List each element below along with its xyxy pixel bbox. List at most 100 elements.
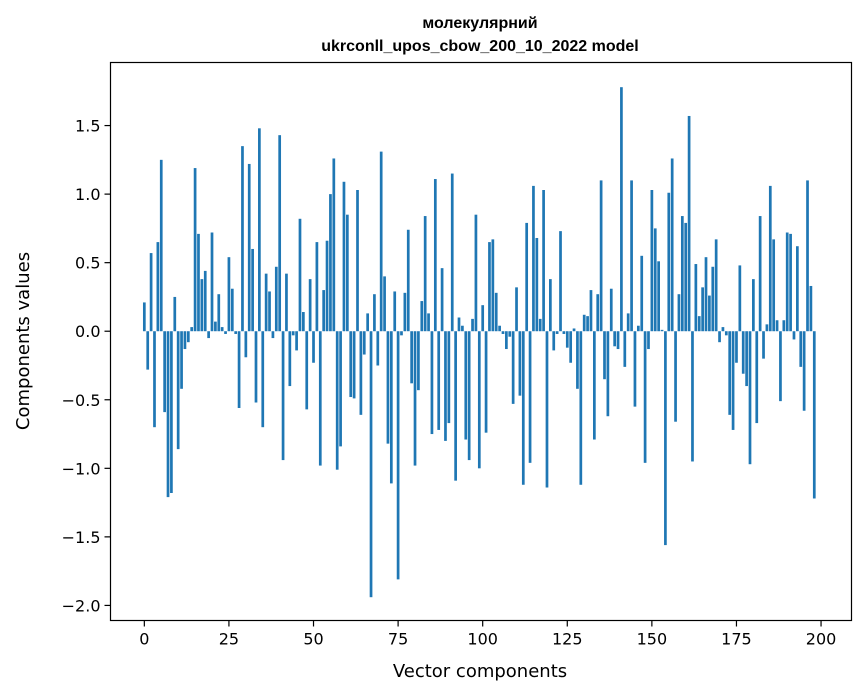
bar-131 bbox=[586, 316, 589, 332]
bar-14 bbox=[190, 327, 194, 332]
bar-20 bbox=[210, 232, 214, 332]
bar-169 bbox=[714, 239, 718, 332]
x-axis-label: Vector components bbox=[393, 661, 567, 682]
bar-154 bbox=[664, 331, 667, 546]
bar-143 bbox=[626, 313, 630, 332]
bar-60 bbox=[346, 214, 349, 332]
bar-72 bbox=[386, 331, 390, 444]
bar-183 bbox=[762, 331, 765, 359]
bar-197 bbox=[809, 285, 813, 332]
bar-156 bbox=[670, 158, 674, 332]
bar-113 bbox=[525, 222, 529, 332]
bar-59 bbox=[342, 181, 346, 332]
bar-188 bbox=[779, 331, 782, 402]
bar-88 bbox=[440, 268, 444, 332]
bar-7 bbox=[166, 331, 170, 498]
bar-42 bbox=[285, 273, 288, 332]
bar-133 bbox=[593, 331, 596, 440]
bar-65 bbox=[362, 331, 366, 355]
bar-195 bbox=[802, 331, 806, 411]
bars-group bbox=[142, 87, 816, 598]
bar-11 bbox=[180, 331, 183, 389]
bar-98 bbox=[474, 214, 478, 332]
bar-93 bbox=[457, 317, 461, 332]
bar-50 bbox=[312, 331, 315, 363]
bar-5 bbox=[159, 159, 163, 332]
plot-frame bbox=[109, 61, 853, 622]
bar-103 bbox=[491, 239, 495, 332]
bar-107 bbox=[505, 331, 508, 350]
bar-19 bbox=[207, 331, 210, 339]
bar-34 bbox=[258, 128, 261, 332]
x-tick-label: 125 bbox=[552, 630, 583, 649]
bar-26 bbox=[230, 288, 234, 332]
bar-171 bbox=[721, 327, 725, 332]
bar-129 bbox=[579, 331, 583, 485]
bar-18 bbox=[203, 270, 207, 332]
bar-97 bbox=[471, 318, 474, 332]
bar-106 bbox=[501, 331, 505, 334]
x-tick-label: 175 bbox=[721, 630, 752, 649]
bar-168 bbox=[711, 266, 715, 332]
bar-110 bbox=[515, 287, 518, 332]
bar-155 bbox=[667, 192, 671, 332]
bar-138 bbox=[609, 288, 613, 332]
bar-10 bbox=[176, 331, 180, 450]
bar-165 bbox=[701, 287, 704, 332]
bar-134 bbox=[596, 294, 600, 332]
bar-40 bbox=[278, 135, 282, 332]
bar-111 bbox=[518, 331, 522, 396]
bar-175 bbox=[735, 331, 738, 363]
bar-39 bbox=[274, 266, 278, 332]
bar-35 bbox=[261, 331, 265, 428]
bar-126 bbox=[569, 331, 573, 363]
bar-25 bbox=[227, 257, 231, 332]
bar-142 bbox=[623, 331, 627, 367]
x-tick-label: 200 bbox=[806, 630, 837, 649]
bar-33 bbox=[254, 331, 258, 403]
bar-16 bbox=[197, 233, 200, 332]
bar-66 bbox=[366, 313, 370, 332]
y-tick-label: 1.0 bbox=[75, 185, 100, 204]
bar-158 bbox=[677, 294, 681, 332]
bar-15 bbox=[193, 168, 197, 332]
bar-48 bbox=[305, 331, 309, 410]
y-tick-label: −1.0 bbox=[62, 459, 101, 478]
bar-174 bbox=[731, 331, 735, 430]
bar-102 bbox=[488, 242, 491, 332]
bar-49 bbox=[308, 279, 312, 332]
bar-179 bbox=[748, 331, 752, 465]
bar-31 bbox=[247, 163, 251, 332]
y-tick-label: −1.5 bbox=[62, 528, 101, 547]
bar-127 bbox=[572, 328, 576, 332]
chart-title-line1: молекулярний bbox=[422, 15, 537, 32]
bar-191 bbox=[789, 233, 792, 332]
bar-136 bbox=[603, 331, 606, 380]
bar-94 bbox=[461, 325, 464, 332]
bar-170 bbox=[718, 331, 721, 343]
bar-112 bbox=[521, 331, 525, 485]
bar-53 bbox=[322, 290, 326, 332]
bar-75 bbox=[396, 331, 400, 580]
bar-166 bbox=[704, 257, 708, 332]
bar-71 bbox=[383, 276, 386, 332]
bar-78 bbox=[406, 229, 410, 332]
bar-74 bbox=[393, 291, 397, 332]
chart-title-line2: ukrconll_upos_cbow_200_10_2022 model bbox=[321, 38, 638, 55]
bar-30 bbox=[244, 331, 248, 358]
bar-62 bbox=[352, 331, 356, 399]
bar-70 bbox=[379, 151, 383, 332]
bar-56 bbox=[332, 158, 336, 332]
bar-132 bbox=[589, 290, 593, 332]
bar-46 bbox=[298, 218, 302, 332]
bar-189 bbox=[782, 320, 786, 332]
bar-123 bbox=[559, 231, 562, 332]
bar-186 bbox=[772, 239, 776, 332]
bar-64 bbox=[359, 331, 363, 415]
bar-153 bbox=[660, 329, 664, 332]
bar-139 bbox=[613, 331, 617, 347]
x-tick-label: 25 bbox=[219, 630, 239, 649]
bar-159 bbox=[680, 216, 684, 332]
bar-27 bbox=[234, 331, 238, 334]
